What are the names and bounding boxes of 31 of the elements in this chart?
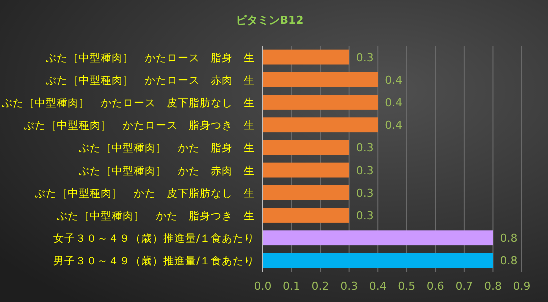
x-tick-label: 0.8: [484, 280, 502, 293]
chart-title: ビタミンB12: [236, 14, 304, 27]
x-tick-label: 0.9: [513, 280, 531, 293]
data-label: 0.8: [500, 254, 518, 268]
y-tick-label: 女子３０～４９（歳）推進量/１食あたり: [53, 232, 255, 246]
x-tick-label: 0.5: [398, 280, 416, 293]
x-tick-label: 0.2: [312, 280, 330, 293]
y-tick-label: ぶた［中型種肉］ かた 脂身つき 生: [57, 210, 255, 222]
data-label: 0.3: [356, 142, 374, 155]
data-label: 0.4: [385, 119, 403, 132]
data-label: 0.3: [356, 51, 374, 64]
x-tick-label: 0.4: [369, 280, 387, 293]
x-tick-label: 0.1: [283, 280, 301, 293]
data-label: 0.3: [356, 186, 374, 200]
y-tick-label: ぶた［中型種肉］ かたロース 皮下脂肪なし 生: [2, 96, 255, 110]
y-tick-label: ぶた［中型種肉］ かた 脂身 生: [79, 142, 255, 155]
y-tick-label: ぶた［中型種肉］ かた 皮下脂肪なし 生: [35, 186, 255, 200]
x-tick-label: 0.3: [340, 280, 358, 293]
data-label: 0.4: [385, 96, 403, 110]
data-label: 0.3: [356, 164, 374, 178]
y-tick-label: ぶた［中型種肉］ かたロース 赤肉 生: [46, 74, 255, 87]
y-tick-label: ぶた［中型種肉］ かたロース 脂身 生: [46, 51, 255, 64]
data-label: 0.4: [385, 74, 403, 87]
x-tick-label: 0.0: [254, 280, 272, 293]
x-tick-label: 0.6: [426, 280, 444, 293]
data-label: 0.8: [500, 232, 518, 246]
y-tick-label: ぶた［中型種肉］ かた 赤肉 生: [79, 164, 255, 178]
y-tick-label: ぶた［中型種肉］ かたロース 脂身つき 生: [24, 119, 255, 132]
x-tick-label: 0.7: [456, 280, 474, 293]
data-label: 0.3: [356, 210, 374, 222]
y-tick-label: 男子３０～４９（歳）推進量/１食あたり: [53, 254, 255, 268]
